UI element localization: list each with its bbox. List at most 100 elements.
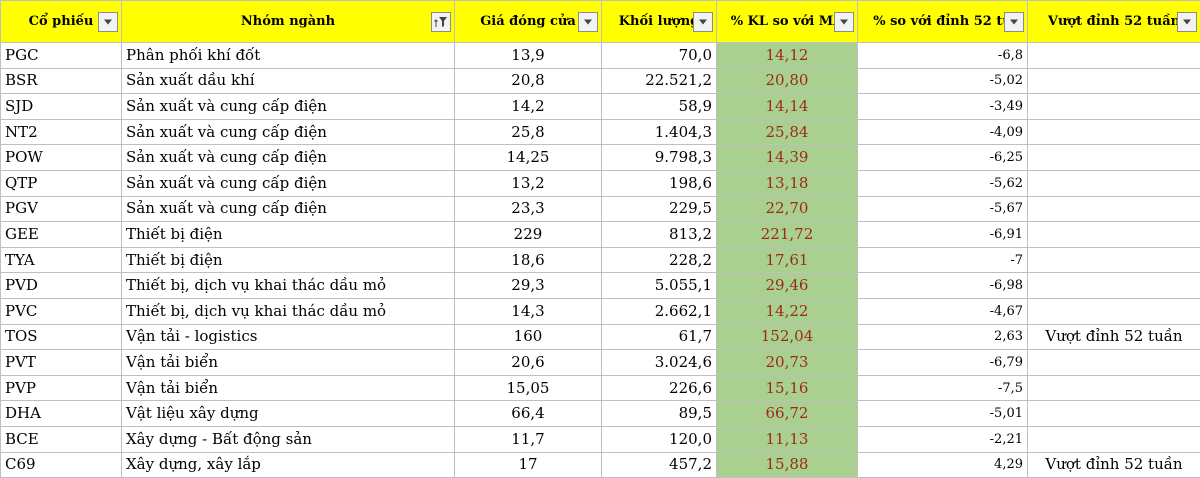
cell-ticker[interactable]: PVP [1,375,122,401]
cell-close-price[interactable]: 25,8 [455,119,602,145]
cell-ticker[interactable]: PVC [1,298,122,324]
cell-sector[interactable]: Phân phối khí đốt [122,43,455,69]
cell-ticker[interactable]: DHA [1,401,122,427]
cell-break-52w[interactable] [1028,119,1200,145]
filter-dropdown-button[interactable] [834,12,854,32]
cell-volume[interactable]: 58,9 [602,94,717,120]
cell-vs-52w-high[interactable]: -5,01 [858,401,1028,427]
cell-close-price[interactable]: 15,05 [455,375,602,401]
cell-vs-52w-high[interactable]: -6,91 [858,222,1028,248]
cell-break-52w[interactable] [1028,273,1200,299]
cell-vol-vs-ma[interactable]: 25,84 [717,119,858,145]
cell-sector[interactable]: Xây dựng - Bất động sản [122,426,455,452]
cell-vs-52w-high[interactable]: 4,29 [858,452,1028,478]
cell-vol-vs-ma[interactable]: 14,12 [717,43,858,69]
cell-vs-52w-high[interactable]: -6,25 [858,145,1028,171]
cell-vol-vs-ma[interactable]: 14,39 [717,145,858,171]
cell-vol-vs-ma[interactable]: 20,80 [717,68,858,94]
cell-sector[interactable]: Vận tải biển [122,375,455,401]
cell-volume[interactable]: 3.024,6 [602,350,717,376]
cell-volume[interactable]: 61,7 [602,324,717,350]
cell-break-52w[interactable] [1028,94,1200,120]
cell-vol-vs-ma[interactable]: 14,22 [717,298,858,324]
cell-ticker[interactable]: NT2 [1,119,122,145]
cell-close-price[interactable]: 14,2 [455,94,602,120]
cell-break-52w[interactable] [1028,401,1200,427]
cell-volume[interactable]: 813,2 [602,222,717,248]
cell-break-52w[interactable] [1028,145,1200,171]
cell-close-price[interactable]: 23,3 [455,196,602,222]
cell-close-price[interactable]: 29,3 [455,273,602,299]
cell-vol-vs-ma[interactable]: 13,18 [717,170,858,196]
filter-dropdown-button[interactable] [693,12,713,32]
cell-sector[interactable]: Sản xuất dầu khí [122,68,455,94]
cell-sector[interactable]: Thiết bị, dịch vụ khai thác dầu mỏ [122,273,455,299]
cell-ticker[interactable]: BCE [1,426,122,452]
cell-vs-52w-high[interactable]: -4,67 [858,298,1028,324]
filter-dropdown-button[interactable] [1177,12,1197,32]
cell-close-price[interactable]: 18,6 [455,247,602,273]
cell-volume[interactable]: 198,6 [602,170,717,196]
cell-volume[interactable]: 22.521,2 [602,68,717,94]
cell-vol-vs-ma[interactable]: 20,73 [717,350,858,376]
cell-close-price[interactable]: 14,3 [455,298,602,324]
cell-sector[interactable]: Sản xuất và cung cấp điện [122,119,455,145]
cell-volume[interactable]: 89,5 [602,401,717,427]
cell-sector[interactable]: Thiết bị, dịch vụ khai thác dầu mỏ [122,298,455,324]
cell-break-52w[interactable]: Vượt đỉnh 52 tuần [1028,324,1200,350]
cell-break-52w[interactable] [1028,196,1200,222]
cell-ticker[interactable]: TYA [1,247,122,273]
cell-break-52w[interactable] [1028,222,1200,248]
cell-break-52w[interactable] [1028,170,1200,196]
filter-dropdown-button[interactable] [98,12,118,32]
cell-vs-52w-high[interactable]: -6,79 [858,350,1028,376]
cell-close-price[interactable]: 13,9 [455,43,602,69]
cell-vol-vs-ma[interactable]: 152,04 [717,324,858,350]
cell-volume[interactable]: 226,6 [602,375,717,401]
cell-ticker[interactable]: BSR [1,68,122,94]
cell-vol-vs-ma[interactable]: 15,16 [717,375,858,401]
cell-close-price[interactable]: 17 [455,452,602,478]
cell-ticker[interactable]: TOS [1,324,122,350]
cell-break-52w[interactable] [1028,350,1200,376]
cell-vol-vs-ma[interactable]: 221,72 [717,222,858,248]
cell-vs-52w-high[interactable]: -6,8 [858,43,1028,69]
cell-volume[interactable]: 9.798,3 [602,145,717,171]
cell-vs-52w-high[interactable]: -7,5 [858,375,1028,401]
cell-ticker[interactable]: GEE [1,222,122,248]
cell-sector[interactable]: Sản xuất và cung cấp điện [122,170,455,196]
cell-close-price[interactable]: 20,6 [455,350,602,376]
cell-vol-vs-ma[interactable]: 11,13 [717,426,858,452]
cell-vs-52w-high[interactable]: 2,63 [858,324,1028,350]
cell-vs-52w-high[interactable]: -5,02 [858,68,1028,94]
cell-vs-52w-high[interactable]: -6,98 [858,273,1028,299]
cell-close-price[interactable]: 229 [455,222,602,248]
cell-ticker[interactable]: SJD [1,94,122,120]
cell-close-price[interactable]: 11,7 [455,426,602,452]
cell-volume[interactable]: 1.404,3 [602,119,717,145]
cell-volume[interactable]: 229,5 [602,196,717,222]
cell-close-price[interactable]: 160 [455,324,602,350]
cell-vs-52w-high[interactable]: -3,49 [858,94,1028,120]
cell-sector[interactable]: Vận tải biển [122,350,455,376]
filter-dropdown-button[interactable] [578,12,598,32]
filter-dropdown-button[interactable] [1004,12,1024,32]
cell-vol-vs-ma[interactable]: 29,46 [717,273,858,299]
cell-break-52w[interactable] [1028,247,1200,273]
cell-break-52w[interactable] [1028,426,1200,452]
cell-ticker[interactable]: POW [1,145,122,171]
active-filter-button[interactable] [431,12,451,32]
cell-vol-vs-ma[interactable]: 17,61 [717,247,858,273]
cell-sector[interactable]: Sản xuất và cung cấp điện [122,196,455,222]
cell-volume[interactable]: 2.662,1 [602,298,717,324]
cell-sector[interactable]: Thiết bị điện [122,247,455,273]
cell-sector[interactable]: Sản xuất và cung cấp điện [122,145,455,171]
cell-close-price[interactable]: 14,25 [455,145,602,171]
cell-sector[interactable]: Xây dựng, xây lắp [122,452,455,478]
cell-ticker[interactable]: PVD [1,273,122,299]
cell-vs-52w-high[interactable]: -7 [858,247,1028,273]
cell-sector[interactable]: Thiết bị điện [122,222,455,248]
cell-volume[interactable]: 5.055,1 [602,273,717,299]
cell-volume[interactable]: 228,2 [602,247,717,273]
cell-vol-vs-ma[interactable]: 66,72 [717,401,858,427]
